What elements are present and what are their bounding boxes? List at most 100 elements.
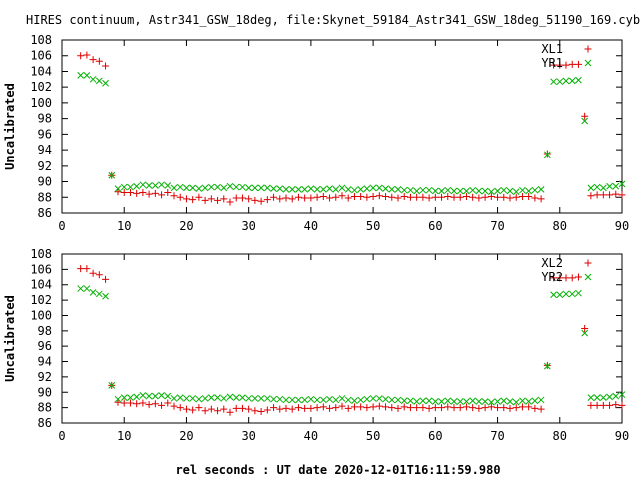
data-point (475, 187, 483, 195)
data-point (388, 186, 396, 193)
data-point (95, 77, 103, 85)
data-point (375, 395, 383, 402)
data-point (456, 193, 464, 201)
data-point (282, 194, 290, 202)
legend-label: XL1 (541, 42, 563, 56)
data-point (599, 191, 607, 199)
data-point (568, 77, 576, 85)
data-point (164, 189, 172, 197)
data-point (537, 186, 545, 193)
data-point (357, 403, 365, 411)
data-point (139, 189, 147, 197)
y-tick-label: 90 (38, 175, 52, 189)
data-point (332, 186, 340, 193)
data-point (525, 398, 533, 405)
data-point (232, 394, 240, 402)
data-point (83, 51, 91, 59)
data-point (537, 195, 545, 203)
data-point (425, 194, 433, 202)
x-tick-label: 50 (366, 429, 380, 443)
data-point (463, 398, 470, 405)
data-point (183, 395, 190, 402)
data-point (512, 193, 520, 201)
data-point (506, 398, 514, 405)
data-point (612, 401, 620, 409)
data-point (151, 182, 159, 189)
data-point (95, 57, 103, 65)
data-point (593, 183, 601, 191)
series-YR2 (77, 285, 626, 406)
data-point (618, 191, 626, 199)
x-tick-label: 40 (304, 219, 318, 233)
data-point (313, 193, 321, 201)
data-point (270, 404, 278, 412)
data-point (77, 72, 85, 79)
y-tick-label: 90 (38, 385, 52, 399)
data-point (83, 285, 91, 292)
data-point (319, 186, 327, 193)
data-point (419, 397, 427, 405)
data-point (419, 193, 427, 201)
data-point (270, 193, 278, 201)
data-point (189, 406, 197, 414)
data-point (158, 391, 165, 399)
y-tick-label: 88 (38, 401, 52, 415)
data-point (251, 196, 259, 204)
data-point (176, 404, 184, 412)
data-point (89, 269, 97, 277)
data-point (531, 194, 539, 202)
data-point (176, 183, 184, 191)
data-point (531, 404, 539, 412)
data-point (612, 182, 620, 190)
data-point (326, 194, 334, 202)
data-point (319, 396, 327, 404)
data-point (431, 404, 439, 412)
data-point (350, 403, 358, 411)
y-tick-label: 92 (38, 370, 52, 384)
data-point (288, 195, 296, 203)
data-point (593, 394, 601, 402)
data-point (431, 398, 439, 405)
data-point (363, 193, 371, 201)
data-point (568, 290, 576, 298)
data-point (133, 393, 141, 401)
y-tick-label: 102 (30, 80, 52, 94)
data-point (158, 401, 166, 409)
data-point (568, 274, 576, 282)
data-point (494, 398, 501, 405)
data-point (238, 404, 246, 412)
data-point (618, 180, 626, 188)
data-point (512, 404, 520, 412)
data-point (357, 186, 365, 193)
data-point (120, 399, 128, 407)
data-point (500, 193, 508, 201)
data-point (382, 185, 389, 192)
data-point (288, 186, 296, 193)
data-point (307, 194, 315, 202)
data-point (120, 189, 128, 197)
data-point (282, 186, 290, 193)
data-point (145, 182, 153, 189)
data-point (301, 396, 309, 404)
data-point (294, 193, 302, 201)
data-point (151, 392, 159, 400)
data-point (419, 186, 427, 194)
series-YR1 (77, 72, 626, 196)
data-point (257, 395, 265, 402)
x-tick-label: 10 (117, 429, 131, 443)
data-point (251, 184, 259, 192)
data-point (400, 403, 408, 411)
y-tick-label: 86 (38, 416, 52, 430)
series-XL1 (77, 51, 626, 206)
data-point (301, 186, 309, 193)
data-point (189, 395, 197, 402)
data-point (214, 394, 221, 402)
data-point (245, 184, 253, 192)
y-tick-label: 96 (38, 127, 52, 141)
data-point (332, 396, 340, 404)
data-point (120, 394, 128, 402)
data-point (450, 404, 458, 412)
data-point (431, 193, 439, 201)
data-point (406, 193, 414, 201)
